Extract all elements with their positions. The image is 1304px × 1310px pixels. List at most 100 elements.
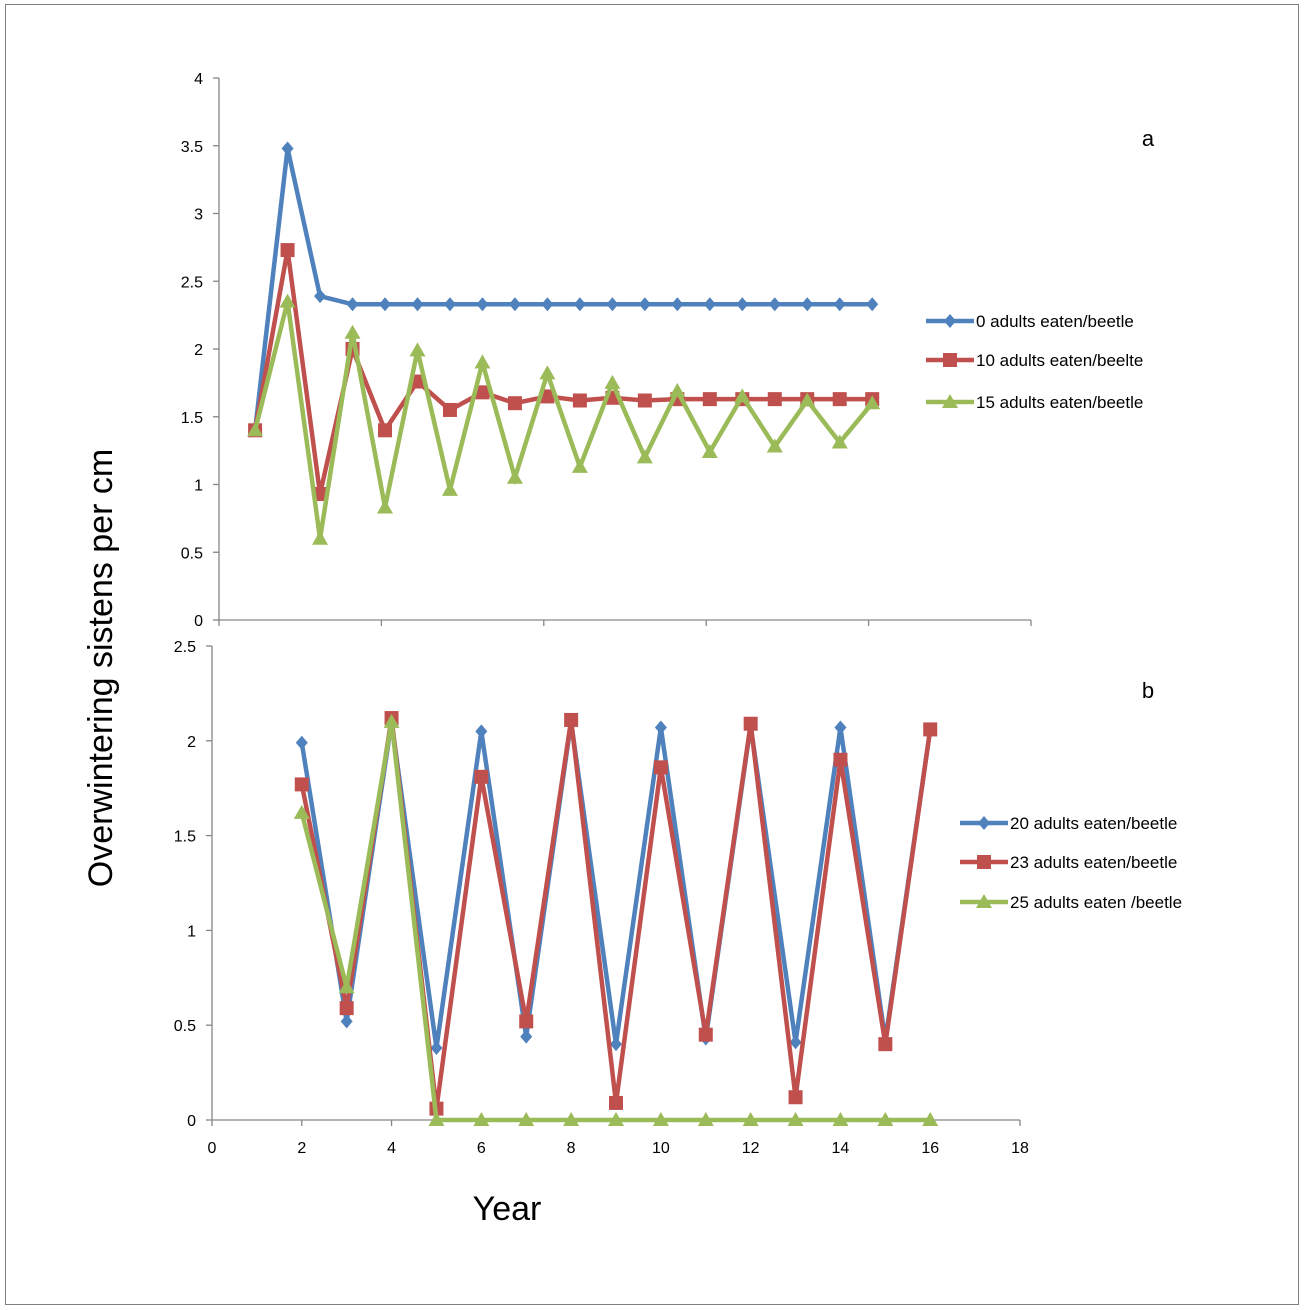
data-point <box>669 383 686 398</box>
data-point <box>787 1112 804 1126</box>
data-point <box>379 297 392 312</box>
data-point <box>540 389 555 404</box>
y-tick-label: 1.5 <box>174 829 196 846</box>
data-point <box>430 1040 443 1055</box>
data-point <box>831 434 848 449</box>
legend-marker <box>978 816 990 830</box>
data-point <box>638 297 651 312</box>
data-point <box>866 297 879 312</box>
data-point <box>520 1029 533 1044</box>
legend-label: 20 adults eaten/beetle <box>1010 814 1177 833</box>
y-tick-label: 0 <box>187 1113 196 1130</box>
data-point <box>652 1112 669 1126</box>
data-point <box>409 342 426 357</box>
y-tick-label: 2 <box>187 734 196 751</box>
data-point <box>441 481 458 496</box>
x-tick-label: 16 <box>921 1140 939 1157</box>
legend-marker <box>944 314 956 328</box>
x-tick-label: 0 <box>208 1140 217 1157</box>
data-point <box>923 722 938 737</box>
x-tick-label: 12 <box>742 1140 760 1157</box>
data-point <box>279 293 296 308</box>
data-point <box>475 385 490 400</box>
x-tick-label: 10 <box>652 1140 670 1157</box>
data-point <box>608 1112 624 1126</box>
data-point <box>539 365 556 380</box>
data-point <box>736 297 749 312</box>
y-tick-label: 2 <box>194 342 203 359</box>
legend-marker <box>976 894 992 908</box>
data-point <box>338 979 355 994</box>
series-line <box>252 301 874 540</box>
data-point <box>293 804 310 819</box>
data-point <box>610 1037 622 1052</box>
y-tick-label: 0.5 <box>181 545 203 562</box>
y-tick-label: 0 <box>194 613 203 630</box>
data-point <box>474 354 491 369</box>
legend-marker <box>943 353 957 367</box>
chart-panel-b: 0 0.5 1 1.5 2 2.5 0 2 4 6 8 10 12 14 16 18 20 adults eat… <box>174 639 1182 1157</box>
legend-label: 23 adults eaten/beetle <box>1010 853 1177 872</box>
data-point <box>571 458 588 473</box>
data-point <box>734 388 751 403</box>
data-point <box>344 324 361 339</box>
data-point <box>339 1001 354 1016</box>
legend-label: 25 adults eaten /beetle <box>1010 893 1182 912</box>
data-point <box>442 402 457 417</box>
data-point <box>508 297 521 312</box>
panel-label: b <box>1142 678 1154 703</box>
x-tick-label: 14 <box>832 1140 850 1157</box>
data-point <box>312 530 329 545</box>
data-point <box>864 395 881 410</box>
data-point <box>636 449 653 464</box>
data-point <box>247 422 264 437</box>
chart-panel-a: 0 0.5 1 1.5 2 2.5 3 3.5 4 0 adults eaten/beetle 10… <box>181 71 1155 630</box>
y-tick-label: 1 <box>187 923 196 940</box>
data-point <box>314 289 327 304</box>
data-point <box>280 243 295 258</box>
data-point <box>563 1112 580 1126</box>
data-point <box>768 297 781 312</box>
data-point <box>443 297 456 312</box>
data-point <box>833 297 846 312</box>
data-point <box>295 735 308 750</box>
data-point <box>609 1095 623 1110</box>
data-point <box>702 392 717 407</box>
data-point <box>572 393 587 408</box>
y-tick-label: 3.5 <box>181 139 203 156</box>
data-point <box>922 1112 939 1126</box>
data-point <box>411 297 424 312</box>
data-point <box>832 1112 849 1126</box>
y-tick-label: 1.5 <box>181 410 203 427</box>
data-point <box>541 297 554 312</box>
y-tick-label: 0.5 <box>174 1018 196 1035</box>
data-point <box>346 297 359 312</box>
data-point <box>518 1112 535 1126</box>
data-point <box>701 443 718 458</box>
x-tick-label: 8 <box>567 1140 576 1157</box>
x-axis-title: Year <box>473 1190 542 1228</box>
y-tick-label: 2.5 <box>181 274 203 291</box>
data-point <box>743 716 758 731</box>
x-tick-label: 18 <box>1011 1140 1029 1157</box>
data-point <box>698 1027 713 1042</box>
data-point <box>475 724 488 739</box>
legend-label: 10 adults eaten/beelte <box>976 351 1143 370</box>
figure-frame <box>5 4 1299 1305</box>
data-point <box>878 1037 893 1052</box>
data-point <box>506 469 523 484</box>
data-point <box>788 1090 803 1105</box>
data-point <box>378 423 393 438</box>
data-point <box>474 769 489 784</box>
data-point <box>476 297 489 312</box>
data-point <box>832 392 847 407</box>
legend-marker <box>942 394 958 408</box>
data-point <box>654 720 667 735</box>
legend-label: 15 adults eaten/beetle <box>976 393 1143 412</box>
data-point <box>833 752 848 767</box>
panel-label: a <box>1142 126 1155 151</box>
data-point <box>697 1112 714 1126</box>
data-point <box>281 141 294 156</box>
data-point <box>383 713 400 728</box>
